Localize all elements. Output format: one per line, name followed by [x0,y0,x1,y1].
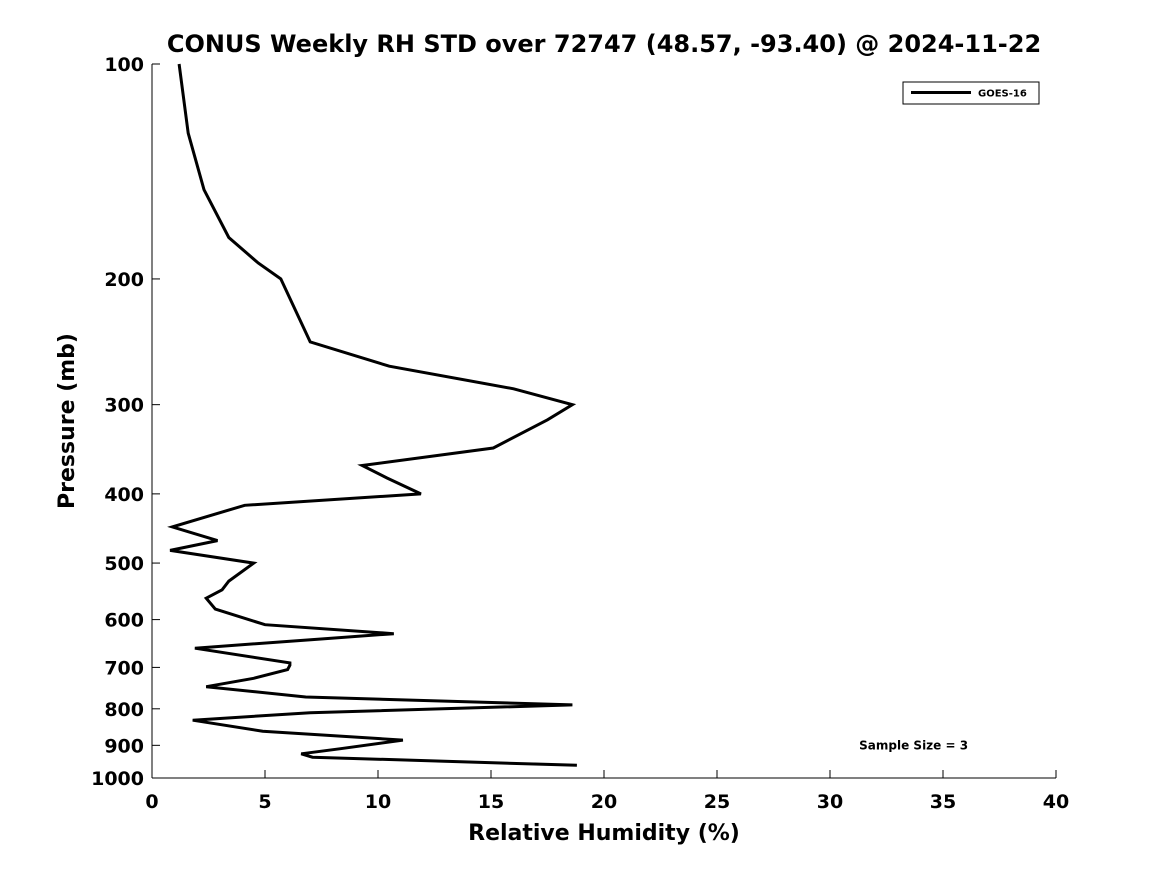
x-axis-label: Relative Humidity (%) [468,821,740,846]
series-layer [167,63,577,767]
x-tick-label: 35 [930,791,956,813]
x-tick-label: 20 [591,791,617,813]
x-tick-label: 40 [1043,791,1069,813]
y-tick-label: 400 [104,484,144,506]
y-tick-label: 800 [104,699,144,721]
y-tick-label: 500 [104,553,144,575]
x-tick-label: 15 [478,791,504,813]
y-tick-label: 1000 [91,768,144,790]
legend: GOES-16 [902,81,1040,105]
y-tick-label: 200 [104,269,144,291]
x-tick-label: 5 [258,791,271,813]
series-line-goes-16 [167,63,577,767]
x-tick-label: 0 [145,791,158,813]
y-tick-label: 600 [104,610,144,632]
x-tick-label: 25 [704,791,730,813]
x-tick-label: 30 [817,791,843,813]
y-tick-label: 700 [104,657,144,679]
y-axis: 100 200 300 400 500 600 700 800 900 1000 [91,54,160,790]
y-axis-label: Pressure (mb) [55,333,80,509]
chart-title: CONUS Weekly RH STD over 72747 (48.57, -… [167,30,1041,58]
legend-entry-goes-16: GOES-16 [978,89,1027,100]
sample-size-annotation: Sample Size = 3 [859,738,968,752]
y-tick-label: 300 [104,395,144,417]
x-tick-label: 10 [365,791,391,813]
y-tick-label: 100 [104,54,144,76]
y-tick-label: 900 [104,735,144,757]
x-axis: 0 5 10 15 20 25 30 35 40 [145,770,1069,813]
